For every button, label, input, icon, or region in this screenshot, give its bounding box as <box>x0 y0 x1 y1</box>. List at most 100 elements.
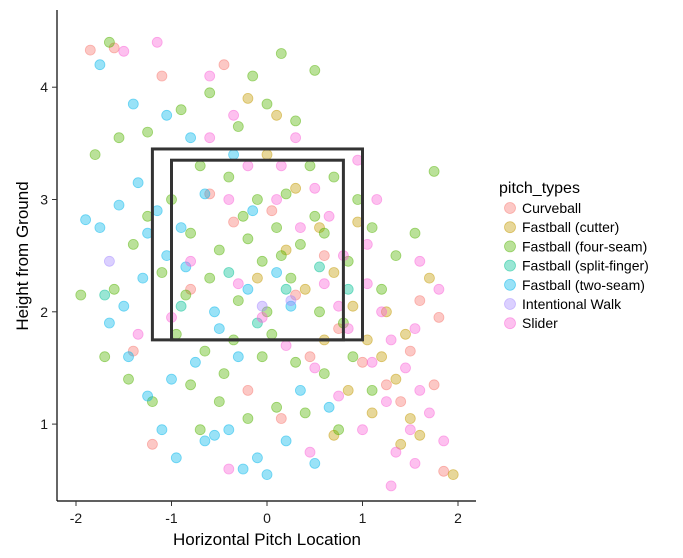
x-axis-title: Horizontal Pitch Location <box>173 530 361 549</box>
data-point <box>271 222 283 234</box>
data-point <box>275 160 287 172</box>
data-point <box>123 373 134 385</box>
data-point <box>156 424 168 436</box>
data-point <box>423 407 435 419</box>
data-point <box>323 210 335 222</box>
data-point <box>323 401 335 413</box>
data-point <box>318 368 330 380</box>
data-point <box>400 362 411 374</box>
data-point <box>132 328 144 340</box>
data-point <box>275 48 287 59</box>
data-point <box>209 306 220 318</box>
data-point <box>290 356 302 368</box>
data-point <box>400 328 411 340</box>
data-point <box>256 255 268 267</box>
data-point <box>175 300 187 312</box>
legend-key <box>504 259 516 272</box>
data-point <box>309 210 321 222</box>
data-point <box>247 205 259 217</box>
data-point <box>447 469 459 481</box>
data-point <box>137 272 149 284</box>
data-point <box>390 250 402 262</box>
data-point <box>204 70 216 82</box>
data-point <box>318 250 330 262</box>
data-point <box>290 182 302 194</box>
data-point <box>294 238 306 250</box>
data-point <box>161 109 173 121</box>
data-point <box>189 356 201 368</box>
data-point <box>366 384 378 396</box>
strike-zone-inner <box>170 158 345 342</box>
data-point <box>333 390 345 402</box>
data-point <box>232 121 244 132</box>
data-point <box>256 311 268 323</box>
data-point <box>433 311 445 323</box>
data-point <box>357 424 368 436</box>
data-point <box>414 255 426 267</box>
data-point <box>204 132 216 144</box>
data-point <box>194 424 206 436</box>
data-point <box>371 194 383 205</box>
data-point <box>80 214 91 226</box>
data-point <box>280 340 292 351</box>
data-point <box>170 452 182 464</box>
data-point <box>113 132 125 144</box>
data-point <box>89 149 101 161</box>
data-point <box>99 289 111 301</box>
data-point <box>104 255 115 267</box>
legend-key <box>504 221 516 234</box>
data-point <box>414 295 426 307</box>
data-point <box>366 222 378 234</box>
data-point <box>108 283 120 295</box>
data-point <box>156 267 168 278</box>
data-point <box>271 401 283 413</box>
data-point <box>199 435 211 447</box>
data-point <box>428 165 440 177</box>
data-point <box>347 351 359 363</box>
data-point <box>242 160 254 172</box>
data-point <box>132 177 144 189</box>
data-point <box>232 351 244 363</box>
data-point <box>328 267 340 278</box>
data-point <box>380 396 392 408</box>
legend-key <box>504 240 516 253</box>
legend-label: Fastball (split-finger) <box>522 258 649 274</box>
data-point <box>84 44 96 56</box>
y-tick-label: 1 <box>40 416 48 432</box>
data-point <box>204 272 216 284</box>
data-point <box>395 438 407 450</box>
points-layer <box>75 36 459 492</box>
data-point <box>318 278 330 290</box>
strike-zone <box>150 147 364 342</box>
data-point <box>290 132 302 144</box>
data-point <box>433 283 445 295</box>
data-point <box>242 413 254 424</box>
data-point <box>228 149 240 161</box>
data-point <box>318 227 330 239</box>
data-point <box>299 283 311 295</box>
data-point <box>213 396 225 408</box>
data-point <box>142 390 154 402</box>
data-point <box>123 351 134 363</box>
y-tick-label: 2 <box>40 304 48 320</box>
data-point <box>347 300 359 312</box>
data-point <box>242 93 254 104</box>
x-tick-label: 2 <box>454 510 462 526</box>
data-point <box>280 188 292 200</box>
data-point <box>275 413 287 424</box>
data-point <box>438 465 450 477</box>
data-point <box>185 255 197 267</box>
legend-key <box>504 298 516 310</box>
data-point <box>404 413 416 424</box>
data-point <box>314 306 325 318</box>
data-point <box>251 272 263 284</box>
data-point <box>209 429 220 441</box>
data-point <box>251 194 263 205</box>
data-point <box>223 171 235 183</box>
data-point <box>271 194 283 205</box>
data-point <box>185 132 197 144</box>
data-point <box>395 396 407 408</box>
data-point <box>94 222 106 234</box>
data-point <box>304 351 316 363</box>
